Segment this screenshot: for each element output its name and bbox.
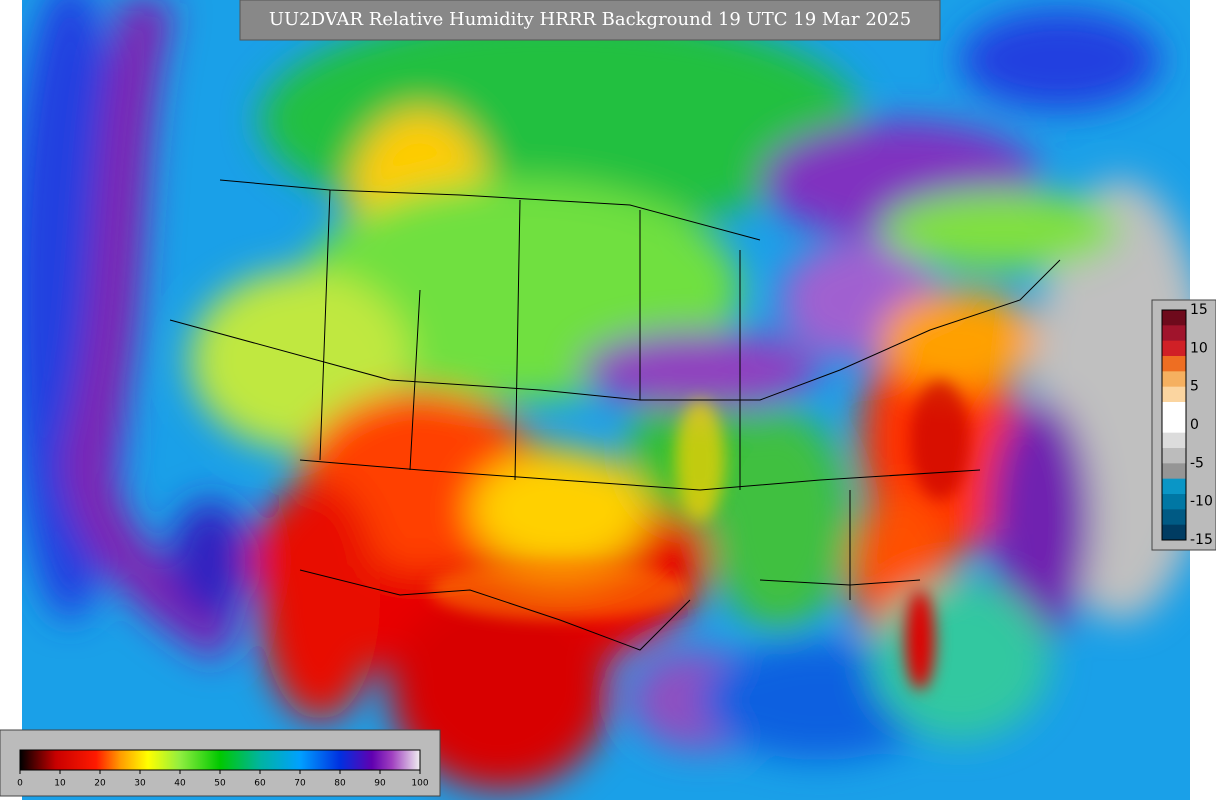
colorbar-label: 90 — [374, 779, 386, 789]
increment-swatch — [1162, 509, 1186, 526]
rh-field — [22, 0, 1190, 800]
increment-label: 5 — [1190, 379, 1199, 395]
humidity-detail — [430, 380, 970, 690]
title-box: UU2DVAR Relative Humidity HRRR Backgroun… — [239, 0, 941, 41]
increment-swatch — [1162, 386, 1186, 403]
increment-swatch — [1162, 494, 1186, 510]
increment-label: -10 — [1190, 494, 1213, 510]
colorbar-label: 0 — [17, 779, 23, 789]
colorbar-label: 40 — [174, 779, 186, 789]
increment-frame — [1161, 309, 1187, 541]
increment-swatch — [1162, 340, 1186, 357]
colorbar-ramp — [19, 749, 421, 771]
colorbar-label: 20 — [94, 779, 106, 789]
increment-swatch — [1162, 310, 1186, 326]
rh-colorbar: 0 10 20 30 40 50 60 70 80 90 100 — [0, 729, 441, 797]
boundaries — [169, 179, 1061, 651]
increment-swatch — [1162, 417, 1186, 434]
colorbar-label: 70 — [294, 779, 306, 789]
increment-swatch — [1162, 448, 1186, 464]
increment-swatch — [1162, 463, 1186, 480]
increment-label: -5 — [1190, 455, 1204, 471]
colorbar-label: 30 — [134, 779, 146, 789]
colorbar-label: 100 — [411, 779, 428, 789]
increment-label: 0 — [1190, 417, 1199, 433]
colorbar-label: 80 — [334, 779, 346, 789]
increment-label: 10 — [1190, 340, 1208, 356]
increment-swatch — [1162, 478, 1186, 495]
increment-swatch — [1162, 432, 1186, 449]
increment-swatch — [1162, 356, 1186, 372]
increment-swatch — [1162, 325, 1186, 342]
colorbar-label: 10 — [54, 779, 66, 789]
increment-label: 15 — [1190, 302, 1208, 318]
increment-label: -15 — [1190, 532, 1213, 548]
increment-swatch — [1162, 524, 1186, 541]
colorbar-label: 50 — [214, 779, 226, 789]
map-title: UU2DVAR Relative Humidity HRRR Backgroun… — [269, 9, 911, 30]
colorbar-label: 60 — [254, 779, 266, 789]
title-background — [239, 0, 941, 41]
increment-swatch — [1162, 402, 1186, 418]
increment-colorbar: 15 10 5 0 -5 -10 -15 — [1151, 299, 1216, 551]
increment-swatch — [1162, 371, 1186, 388]
